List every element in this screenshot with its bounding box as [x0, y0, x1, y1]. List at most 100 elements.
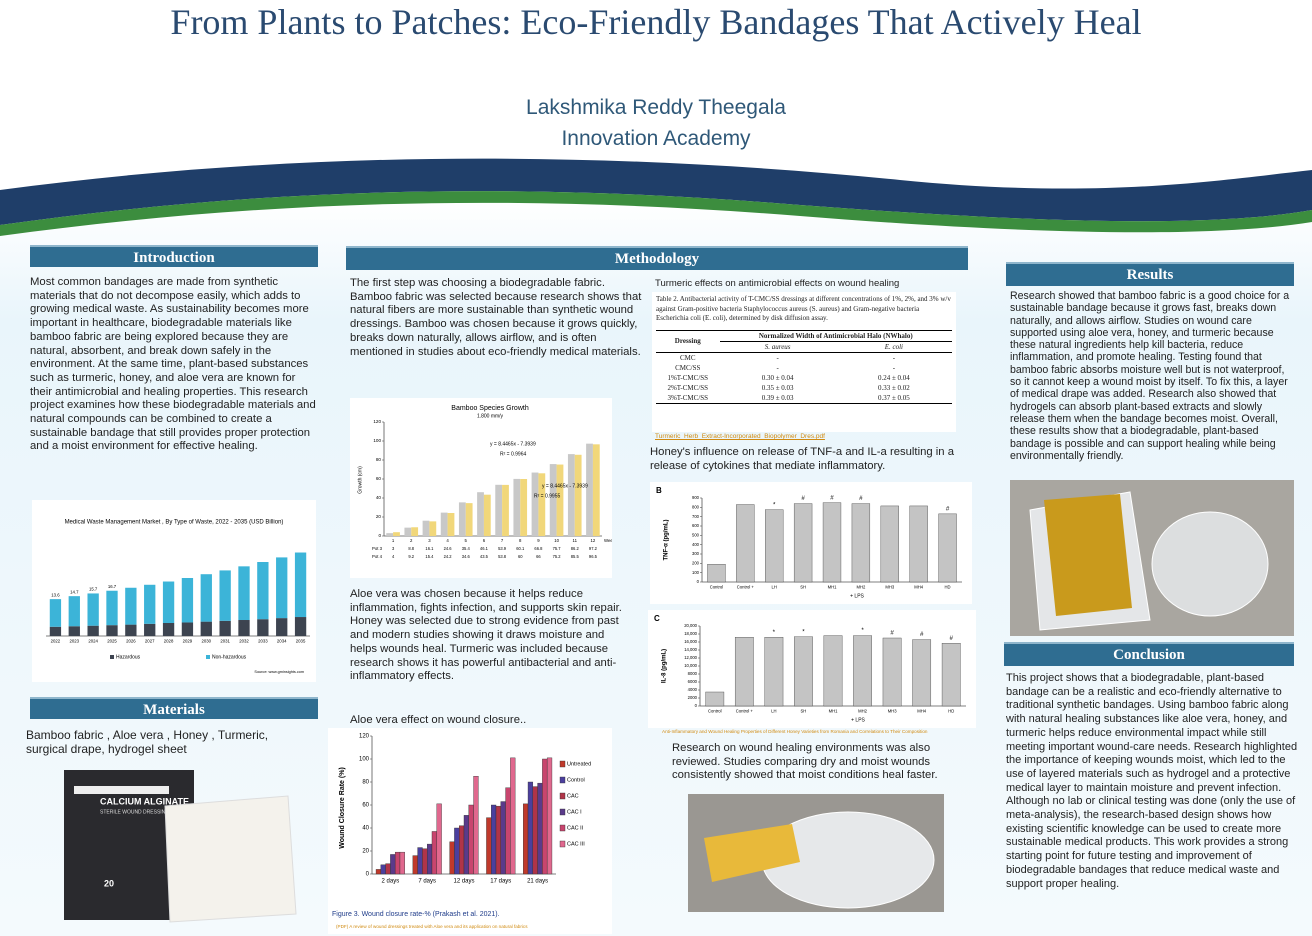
table-cell: S. aureus	[764, 342, 791, 351]
table-cell: 1%T-CMC/SS	[667, 373, 709, 382]
bar	[586, 443, 593, 536]
chart: C 0 2000 4000 6000 8000 10,000 12,000 14,000 16,0…	[648, 610, 976, 728]
bar	[941, 643, 961, 707]
table-cell: -	[892, 353, 896, 362]
x-tick-label: 9	[537, 538, 540, 543]
bar	[468, 804, 474, 875]
bar	[399, 851, 405, 875]
y-tick-label: 100	[692, 570, 700, 575]
link: Turmeric_Herb_Extract-Incorporated_Biopo…	[655, 433, 825, 440]
bar	[491, 804, 497, 875]
x-tick-label: 7	[501, 538, 504, 543]
y-tick-label: 120	[359, 734, 370, 740]
bar	[523, 803, 529, 875]
y-tick-label: 0	[695, 703, 698, 708]
table-cell: -	[776, 363, 779, 372]
paragraph: Aloe vera was chosen because it helps re…	[350, 588, 622, 683]
bar	[912, 639, 932, 707]
x-tick-label: 2034	[277, 638, 287, 643]
equation: R² = 0.9955	[534, 493, 560, 499]
bar	[734, 637, 754, 707]
product-sub: STERILE WOUND DRESSING	[100, 809, 169, 815]
marker: #	[920, 631, 924, 638]
table-cell: -	[892, 363, 896, 372]
table-figure: Table 2. Antibacterial activity of T-CMC…	[652, 292, 956, 432]
x-tick-label: 8	[519, 538, 522, 543]
x-tick-label: Control	[708, 708, 722, 713]
table-cell: 2%T-CMC/SS	[667, 383, 709, 392]
caption: Turmeric effects on antimicrobial effect…	[655, 278, 900, 289]
bar	[380, 864, 386, 875]
bar	[276, 557, 288, 619]
section-heading: Conclusion	[1004, 642, 1294, 666]
label-band	[74, 786, 169, 794]
bar	[556, 464, 564, 536]
y-tick-label: 60	[376, 476, 382, 481]
section-heading: Introduction	[30, 245, 318, 267]
bar	[495, 805, 502, 875]
y-axis-label: Growth (cm)	[357, 466, 363, 494]
row-label: Pot 4	[372, 554, 383, 559]
table-cell: CMC	[679, 353, 696, 362]
bar	[477, 492, 484, 536]
bar	[144, 623, 156, 636]
y-tick-label: 20,000	[684, 623, 697, 628]
equation: y = 8.4465x - 7.3939	[490, 441, 536, 447]
y-tick-label: 6000	[688, 679, 698, 684]
y-tick-label: 100	[373, 438, 381, 443]
bar	[531, 472, 539, 536]
bar	[505, 787, 511, 875]
bar	[486, 817, 492, 875]
bar	[422, 848, 428, 875]
bar	[458, 502, 466, 536]
bar	[386, 533, 394, 536]
bar	[520, 479, 528, 536]
x-tick-label: 2 days	[382, 879, 400, 885]
table-value: 35.4	[462, 546, 471, 551]
table-value: 75.2	[553, 554, 562, 559]
y-tick-label: 40	[362, 826, 369, 832]
product-name: CALCIUM ALGINATE	[100, 796, 189, 806]
chart: B 0 100 200 300 400 500 600 700 800 900 Control Cont…	[650, 482, 972, 604]
bar	[238, 620, 250, 636]
bar	[454, 827, 460, 875]
table-cell: CMC/SS	[675, 363, 701, 372]
y-tick-label: 4000	[688, 687, 698, 692]
bamboo-pad	[704, 824, 800, 882]
table-cell: 0.33 ± 0.02	[877, 383, 910, 392]
bar	[276, 618, 288, 636]
bar	[853, 635, 872, 707]
x-tick-label: 11	[573, 538, 578, 543]
x-tick-label: Control +	[737, 584, 755, 589]
x-tick-label: 12	[591, 538, 596, 543]
x-tick-label: SH	[800, 584, 806, 589]
bar	[436, 803, 442, 875]
chart-subtitle: 1.800 mm/y	[477, 413, 504, 419]
marker: *	[861, 627, 864, 634]
legend-label: Control	[567, 777, 585, 783]
dressing	[164, 795, 297, 923]
table-value: 97.2	[589, 546, 598, 551]
bar	[412, 855, 418, 875]
legend-label: CAC	[567, 793, 579, 799]
y-tick-label: 500	[692, 532, 700, 537]
y-tick-label: 900	[692, 495, 700, 500]
bar	[793, 503, 813, 583]
bandage-photo	[1010, 480, 1294, 636]
y-tick-label: 40	[376, 495, 382, 500]
y-tick-label: 60	[362, 803, 369, 809]
legend-label: Untreated	[567, 761, 591, 767]
bar	[764, 637, 784, 707]
table-value: 66.8	[534, 546, 543, 551]
legend-swatch	[110, 655, 114, 659]
turmeric-pad	[1044, 494, 1132, 616]
x-tick-label: 7 days	[418, 879, 436, 885]
table-value: 15.4	[425, 554, 434, 559]
x-tick-label: 2028	[164, 638, 174, 643]
bar	[411, 527, 419, 536]
bar	[106, 590, 118, 626]
table-cell: 0.30 ± 0.04	[761, 373, 794, 382]
bar	[794, 636, 813, 707]
bar	[440, 512, 448, 536]
